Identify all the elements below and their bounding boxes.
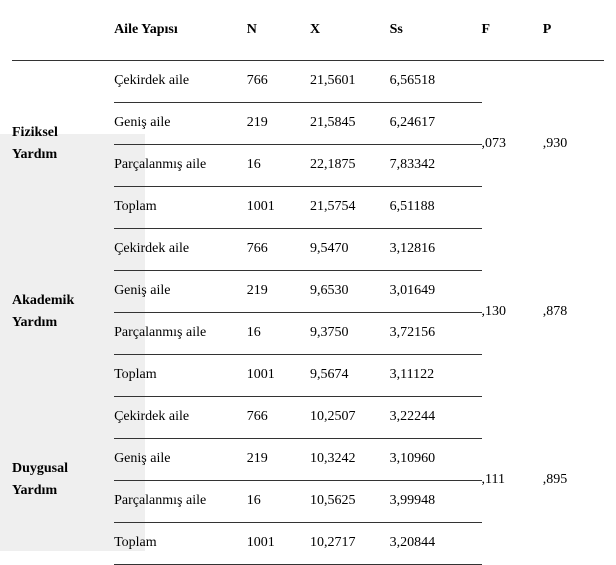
cell-ss: 3,99948 [390,480,482,522]
cell-f: ,130 [482,228,543,396]
cell-ss: 7,83342 [390,144,482,186]
cell-n: 1001 [247,354,310,396]
page: Aile Yapısı N X Ss F P Fiziksel Yardım Ç… [0,0,616,551]
cell-n: 219 [247,270,310,312]
cell-n: 1001 [247,522,310,564]
cell-f: ,073 [482,60,543,228]
cell-family-type: Toplam [114,522,247,564]
group-name-line1: Duygusal [12,461,68,476]
cell-n: 16 [247,312,310,354]
anova-table: Aile Yapısı N X Ss F P Fiziksel Yardım Ç… [12,0,604,565]
col-header-x: X [310,0,390,60]
cell-family-type: Çekirdek aile [114,60,247,102]
cell-x: 10,5625 [310,480,390,522]
cell-p: ,930 [543,60,604,228]
table-row: Akademik Yardım Çekirdek aile 766 9,5470… [12,228,604,270]
group-name-line2: Yardım [12,483,57,498]
cell-n: 219 [247,102,310,144]
group-label-fiziksel: Fiziksel Yardım [12,60,114,228]
cell-n: 766 [247,396,310,438]
cell-ss: 6,51188 [390,186,482,228]
cell-family-type: Parçalanmış aile [114,144,247,186]
group-name-line2: Yardım [12,147,57,162]
cell-p: ,878 [543,228,604,396]
group-name-line1: Fiziksel [12,125,58,140]
group-name-line2: Yardım [12,315,57,330]
col-header-f: F [482,0,543,60]
cell-family-type: Çekirdek aile [114,228,247,270]
cell-n: 16 [247,480,310,522]
cell-x: 10,2507 [310,396,390,438]
cell-p: ,895 [543,396,604,564]
cell-x: 10,3242 [310,438,390,480]
cell-x: 21,5601 [310,60,390,102]
cell-ss: 3,01649 [390,270,482,312]
cell-family-type: Geniş aile [114,102,247,144]
cell-n: 1001 [247,186,310,228]
col-header-ss: Ss [390,0,482,60]
table-row: Duygusal Yardım Çekirdek aile 766 10,250… [12,396,604,438]
cell-x: 21,5845 [310,102,390,144]
cell-ss: 3,20844 [390,522,482,564]
cell-family-type: Geniş aile [114,270,247,312]
cell-n: 766 [247,228,310,270]
cell-ss: 3,12816 [390,228,482,270]
cell-family-type: Parçalanmış aile [114,480,247,522]
cell-ss: 3,22244 [390,396,482,438]
cell-ss: 3,72156 [390,312,482,354]
cell-x: 9,5470 [310,228,390,270]
cell-x: 22,1875 [310,144,390,186]
cell-x: 9,3750 [310,312,390,354]
cell-n: 766 [247,60,310,102]
cell-x: 9,6530 [310,270,390,312]
cell-family-type: Geniş aile [114,438,247,480]
cell-ss: 6,56518 [390,60,482,102]
col-header-family-structure: Aile Yapısı [114,0,247,60]
cell-n: 219 [247,438,310,480]
cell-family-type: Çekirdek aile [114,396,247,438]
cell-family-type: Parçalanmış aile [114,312,247,354]
cell-f: ,111 [482,396,543,564]
cell-ss: 3,11122 [390,354,482,396]
group-label-duygusal: Duygusal Yardım [12,396,114,564]
cell-family-type: Toplam [114,186,247,228]
cell-ss: 6,24617 [390,102,482,144]
col-header-p: P [543,0,604,60]
cell-family-type: Toplam [114,354,247,396]
cell-x: 10,2717 [310,522,390,564]
col-header-group [12,0,114,60]
cell-ss: 3,10960 [390,438,482,480]
cell-x: 9,5674 [310,354,390,396]
cell-n: 16 [247,144,310,186]
table-header-row: Aile Yapısı N X Ss F P [12,0,604,60]
table-row: Fiziksel Yardım Çekirdek aile 766 21,560… [12,60,604,102]
cell-x: 21,5754 [310,186,390,228]
group-name-line1: Akademik [12,293,74,308]
group-label-akademik: Akademik Yardım [12,228,114,396]
col-header-n: N [247,0,310,60]
